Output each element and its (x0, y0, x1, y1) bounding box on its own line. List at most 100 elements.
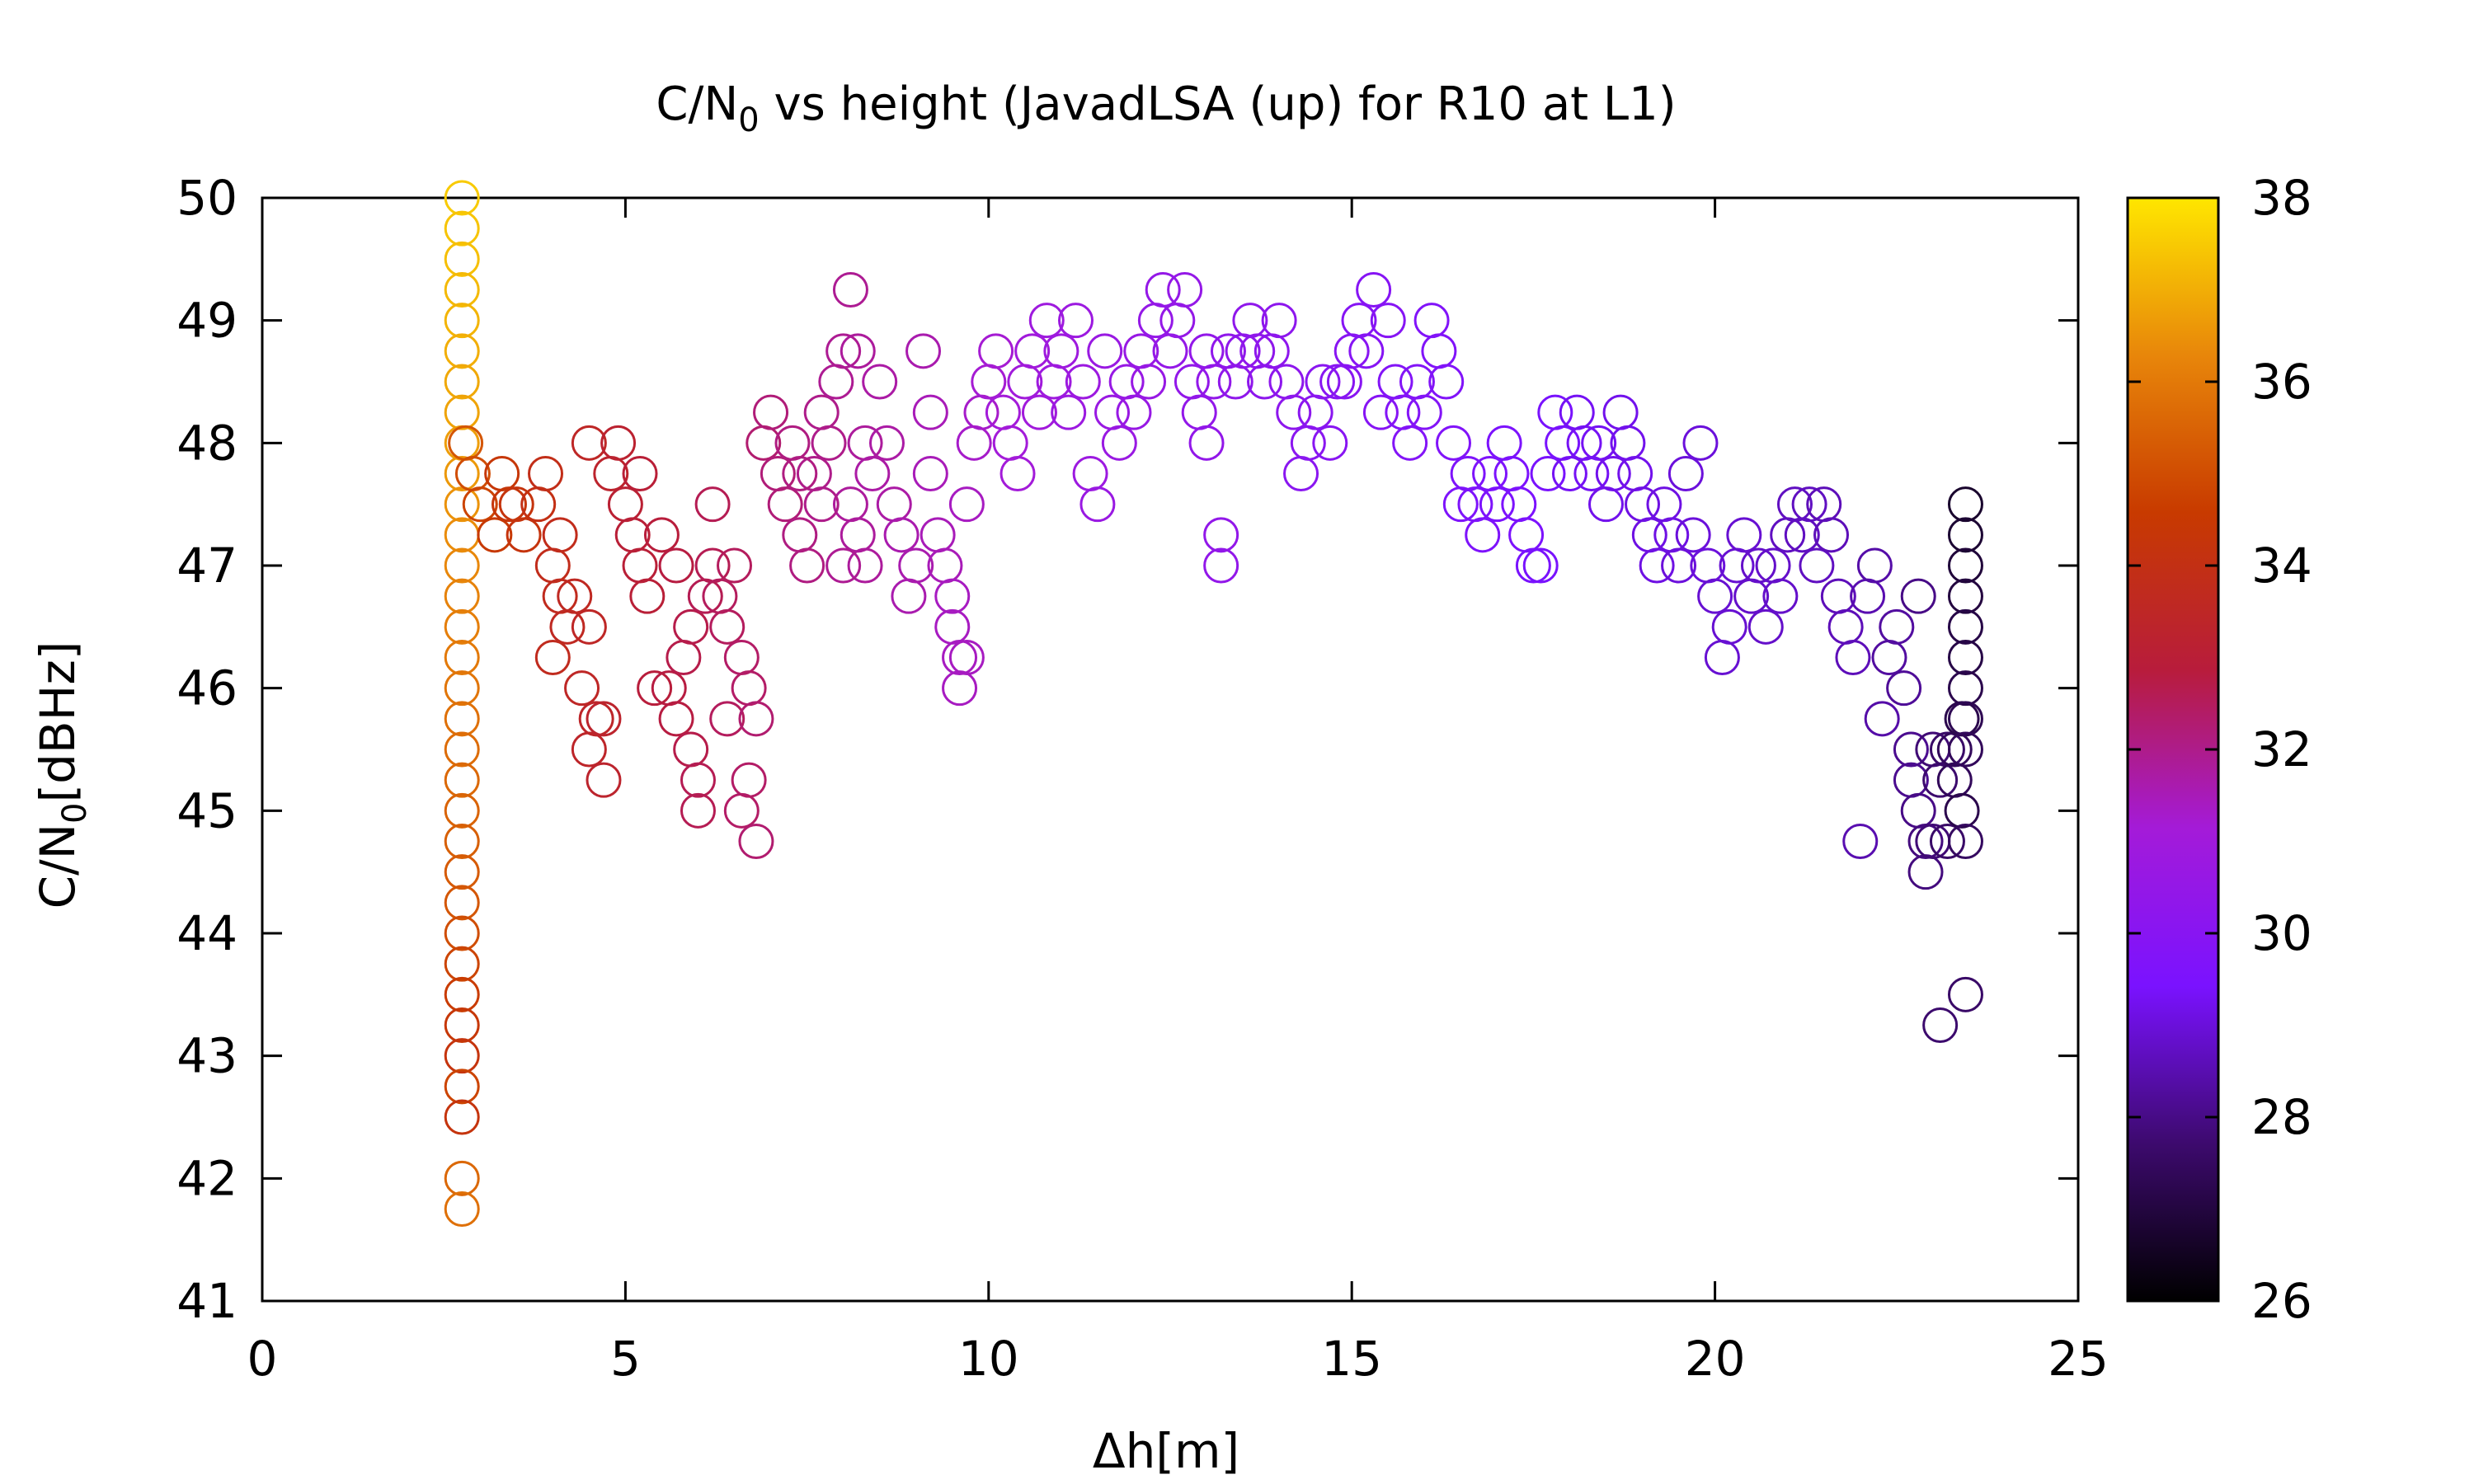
data-point (557, 578, 593, 614)
data-point (658, 701, 694, 737)
data-point (1188, 425, 1225, 461)
data-point (444, 640, 480, 675)
colorbar-tick-label: 32 (2251, 721, 2312, 777)
data-point (934, 578, 971, 614)
data-point (1791, 486, 1827, 523)
data-point (444, 547, 480, 584)
data-point (1014, 333, 1051, 369)
data-point (825, 547, 862, 584)
data-point (1079, 486, 1116, 523)
data-point (1392, 425, 1428, 461)
data-point (1813, 517, 1850, 553)
chart-title: C/N0 vs height (JavadLSA (up) for R10 at… (656, 77, 1676, 139)
data-point (1682, 425, 1719, 461)
x-axis: 0 5 10 15 20 25 (247, 198, 2109, 1387)
data-point (680, 792, 716, 829)
data-point (448, 425, 484, 461)
data-point (1936, 762, 1973, 798)
data-point (1181, 394, 1217, 430)
data-point (782, 517, 818, 553)
data-point (1522, 547, 1559, 584)
data-point (571, 425, 607, 461)
y-tick-label: 45 (176, 782, 238, 838)
data-point (1907, 824, 1944, 859)
data-point (477, 517, 513, 553)
y-tick-label: 48 (176, 415, 238, 471)
data-point (832, 272, 868, 308)
data-point (1893, 731, 1929, 768)
data-point (1051, 394, 1087, 430)
data-point (978, 333, 1014, 369)
data-point (1261, 303, 1297, 339)
data-point (444, 608, 480, 645)
y-tick-label: 42 (176, 1150, 238, 1206)
data-point (992, 425, 1028, 461)
data-point (767, 486, 803, 523)
data-point (717, 547, 753, 584)
colorbar-tick-label: 36 (2251, 354, 2312, 410)
data-point (444, 578, 480, 614)
colorbar-tick-label: 34 (2251, 538, 2312, 594)
data-point (1043, 333, 1079, 369)
data-point (971, 364, 1007, 400)
data-point (444, 792, 480, 829)
data-point (803, 394, 840, 430)
data-point (912, 394, 948, 430)
data-point (876, 486, 912, 523)
data-point (444, 824, 480, 859)
data-point (1465, 517, 1501, 553)
data-point (803, 486, 840, 523)
data-point (629, 578, 666, 614)
data-point (956, 425, 992, 461)
data-point (1864, 701, 1900, 737)
data-point (1333, 333, 1370, 369)
plot-area (261, 196, 2080, 1303)
data-point (444, 854, 480, 890)
data-point (1617, 456, 1653, 491)
data-point (1581, 425, 1617, 461)
data-point (840, 517, 876, 553)
data-point (1276, 394, 1312, 430)
data-point (680, 762, 716, 798)
data-point (444, 885, 480, 921)
data-point (484, 456, 520, 491)
data-point (444, 1068, 480, 1105)
data-point (796, 456, 832, 491)
data-point (905, 333, 942, 369)
data-point (666, 640, 702, 675)
data-point (542, 578, 578, 614)
data-point (1886, 670, 1922, 707)
x-tick-label: 5 (610, 1331, 641, 1387)
data-point (1116, 394, 1152, 430)
y-tick-label: 44 (176, 905, 238, 961)
data-point (1740, 547, 1776, 584)
data-point (1413, 303, 1450, 339)
data-point (1726, 517, 1762, 553)
data-point (586, 762, 622, 798)
data-point (723, 792, 760, 829)
data-point (498, 486, 534, 523)
data-point (1639, 547, 1675, 584)
data-point (1479, 486, 1515, 523)
data-point (811, 425, 847, 461)
data-point (1835, 640, 1871, 675)
data-point (1362, 394, 1399, 430)
data-point (862, 364, 898, 400)
data-point (564, 670, 600, 707)
data-point (1305, 364, 1341, 400)
data-point (847, 547, 883, 584)
data-point (731, 762, 767, 798)
data-point (1057, 303, 1094, 339)
data-point (444, 517, 480, 553)
colorbar-tick-label: 38 (2251, 170, 2312, 226)
data-point (1595, 456, 1631, 491)
colorbar-tick-label: 26 (2251, 1273, 2312, 1329)
data-point (999, 456, 1036, 491)
data-point (651, 670, 687, 707)
data-point (687, 578, 723, 614)
data-point (891, 578, 927, 614)
data-point (1947, 547, 1983, 584)
data-point (1947, 608, 1983, 645)
data-point (1947, 578, 1983, 614)
data-point (1704, 640, 1740, 675)
